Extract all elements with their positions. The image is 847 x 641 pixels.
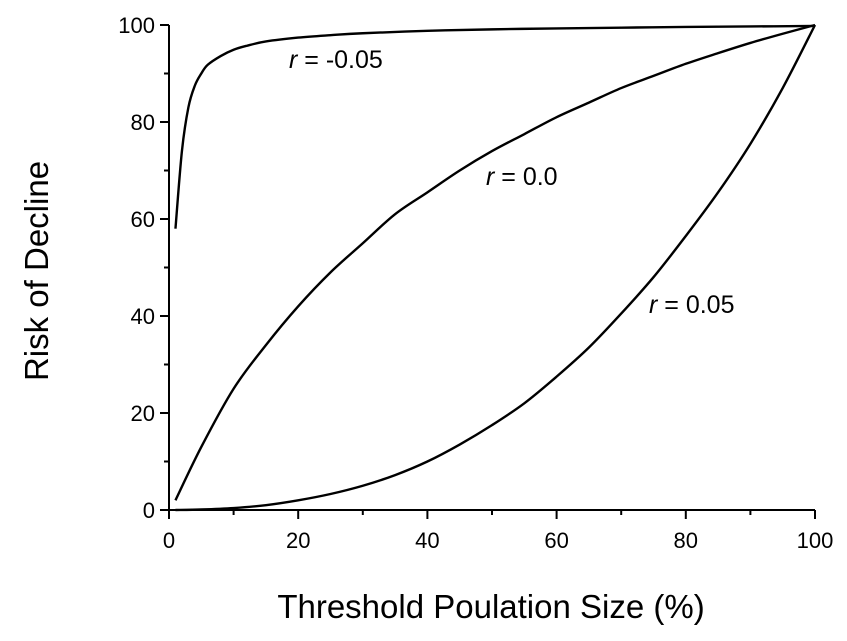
series-curve-r-0-05 bbox=[175, 24, 817, 512]
y-tick-label: 100 bbox=[118, 13, 155, 38]
y-tick-label: 60 bbox=[131, 207, 155, 232]
x-tick-label: 100 bbox=[797, 528, 834, 553]
series-curve-r-0-0 bbox=[174, 23, 816, 501]
curves bbox=[174, 23, 817, 512]
y-tick-label: 0 bbox=[143, 498, 155, 523]
x-tick-label: 40 bbox=[415, 528, 439, 553]
curve-labels: r = -0.05 r = 0.0 r = 0.05 bbox=[289, 46, 734, 319]
ticks bbox=[160, 24, 816, 519]
series-label: r = -0.05 bbox=[289, 46, 383, 74]
y-axis-title: Risk of Decline bbox=[18, 161, 55, 381]
x-axis-title: Threshold Poulation Size (%) bbox=[277, 588, 704, 625]
axes bbox=[168, 25, 815, 511]
series-label: r = 0.05 bbox=[649, 291, 734, 319]
x-tick-label: 80 bbox=[674, 528, 698, 553]
series-curve-r-neg-0-05 bbox=[174, 24, 816, 229]
tick-labels: 0 20 40 60 80 100 0 20 40 60 80 100 bbox=[118, 13, 833, 553]
y-tick-label: 20 bbox=[131, 401, 155, 426]
y-tick-label: 40 bbox=[131, 304, 155, 329]
series-label: r = 0.0 bbox=[486, 163, 558, 191]
x-tick-label: 60 bbox=[544, 528, 568, 553]
y-tick-label: 80 bbox=[131, 110, 155, 135]
x-tick-label: 0 bbox=[163, 528, 175, 553]
x-tick-label: 20 bbox=[286, 528, 310, 553]
